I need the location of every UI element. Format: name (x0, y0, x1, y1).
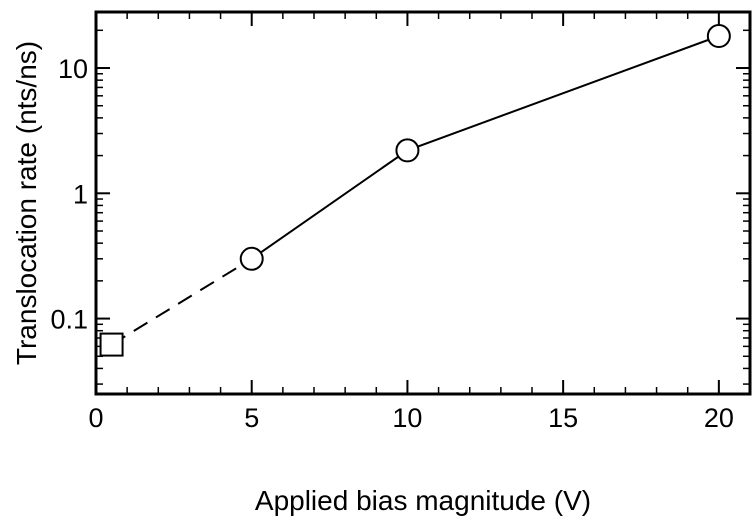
series-lines (111, 35, 720, 346)
plot-frame (94, 10, 752, 396)
data-markers (99, 24, 731, 357)
x-tick-label: 5 (244, 403, 259, 433)
series-line (111, 257, 253, 346)
tick-labels: 0 5 10 15 20 0.1 1 10 (50, 54, 733, 433)
y-tick-label: 1 (73, 179, 88, 209)
x-tick-label: 20 (704, 403, 734, 433)
series-line (251, 35, 720, 260)
x-tick-label: 10 (392, 403, 422, 433)
y-tick-label: 0.1 (50, 305, 88, 335)
x-axis-label: Applied bias magnitude (V) (255, 485, 591, 516)
x-tick-label: 0 (88, 403, 103, 433)
x-tick-label: 15 (548, 403, 578, 433)
data-point-circle (395, 138, 420, 163)
data-point-square (99, 332, 124, 357)
y-tick-label: 10 (58, 54, 88, 84)
y-axis-label: Translocation rate (nts/ns) (11, 41, 42, 365)
axis-ticks (95, 12, 750, 394)
data-point-circle (239, 246, 264, 271)
data-point-circle (706, 24, 731, 49)
